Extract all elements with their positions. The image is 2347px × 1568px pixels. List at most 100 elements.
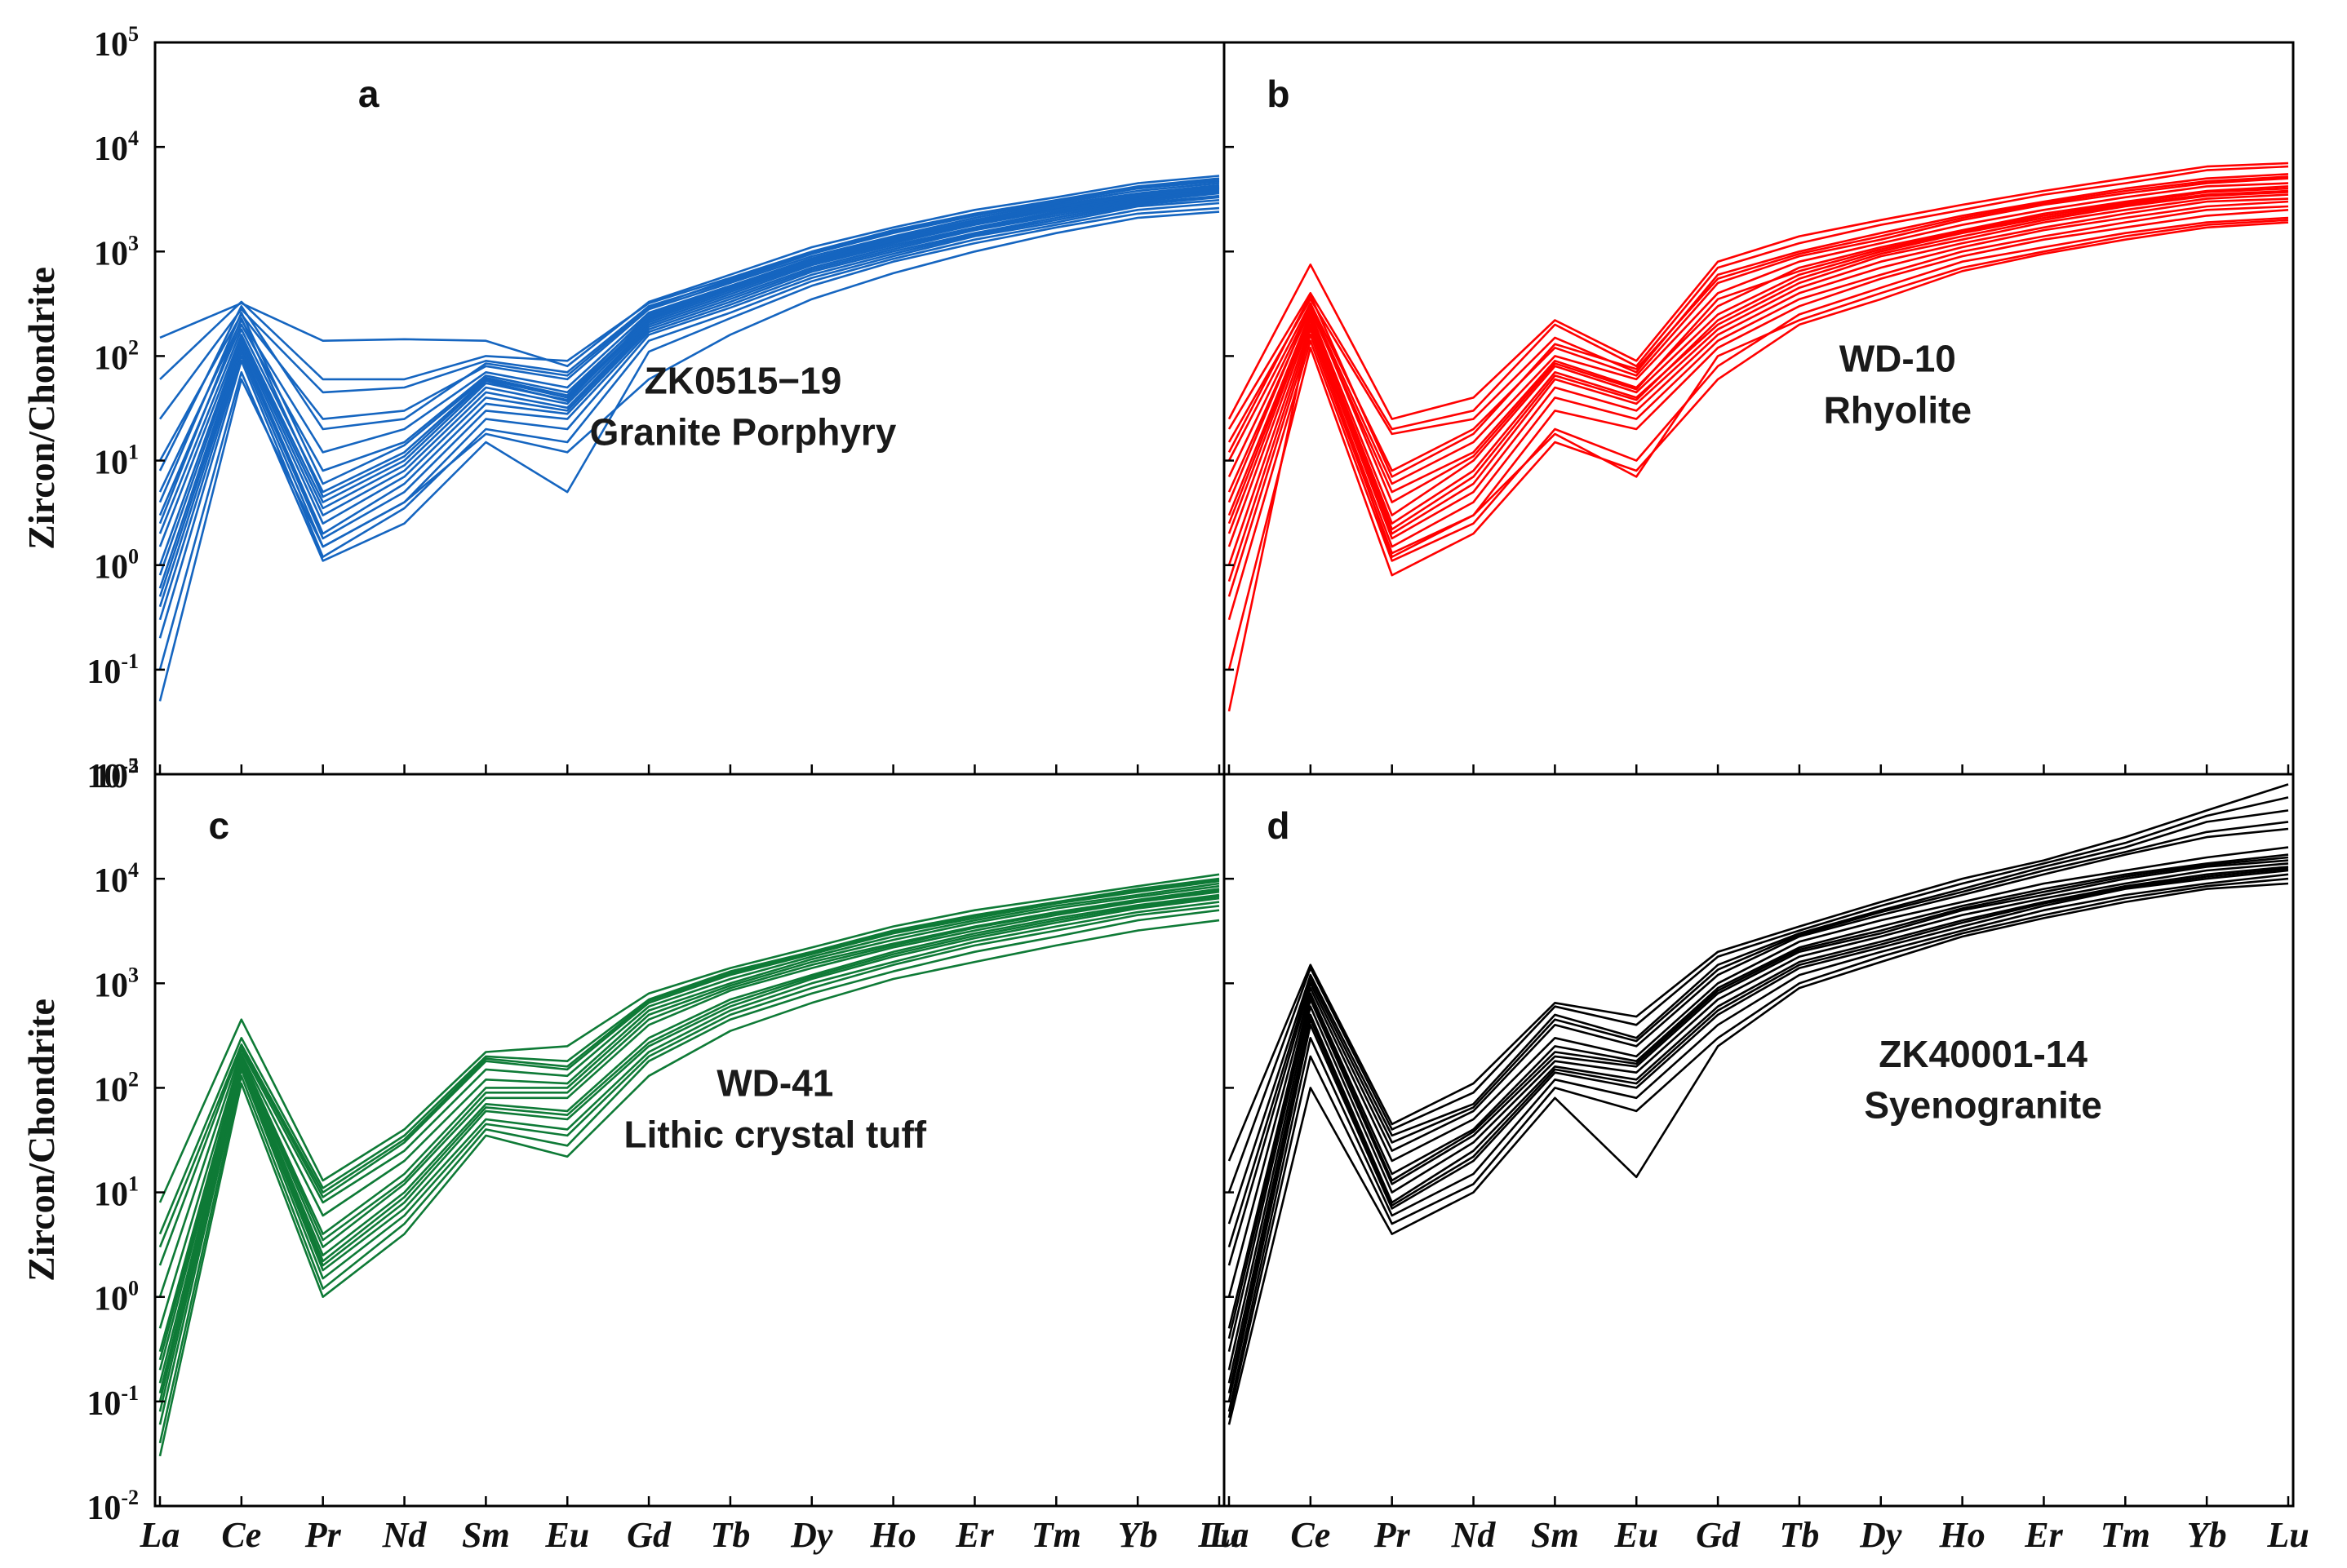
panel-b-series-line-18: [1227, 191, 2289, 531]
panel-b-series-line-16: [1227, 175, 2289, 478]
panel-c-series-line-9: [158, 897, 1220, 1402]
panel-d: d ZK40001-14 Syenogranite: [1222, 773, 2295, 1508]
panel-c-series-line-15: [158, 888, 1220, 1361]
panel-b-series-line-5: [1227, 182, 2289, 485]
panel-d-series-line-11: [1227, 873, 2289, 1412]
y-tick-label: 10-2: [87, 1486, 139, 1527]
panel-b-series: [1227, 162, 2289, 712]
left-x-tick-label-lu: Lu: [1197, 1515, 1240, 1555]
panel-b-series-line-14: [1227, 221, 2289, 671]
panel-d-series-line-3: [1227, 809, 2289, 1225]
panel-b-ticks: [1224, 145, 2290, 774]
panel-c-series-line-8: [158, 893, 1220, 1384]
right-x-tick-label-ce: Ce: [1290, 1515, 1330, 1555]
panel-a-series-line-8: [158, 188, 1220, 547]
y-tick-label: 102: [94, 335, 139, 377]
right-x-tick-label-nd: Nd: [1451, 1515, 1497, 1555]
y-tick-label: 10-2: [87, 754, 139, 795]
panel-d-ticks: [1224, 877, 2290, 1506]
panel-a-series-line-18: [158, 179, 1220, 472]
left-x-tick-label-er: Er: [955, 1515, 994, 1555]
y-tick-label: 104: [94, 858, 139, 900]
right-x-tick-label-tb: Tb: [1779, 1515, 1819, 1555]
panel-b: b WD-10 Rhyolite: [1222, 41, 2295, 776]
panel-b-series-line-11: [1227, 205, 2289, 582]
y-tick-label: 104: [94, 126, 139, 168]
panel-c-series-line-5: [158, 884, 1220, 1329]
panel-a-series-line-16: [158, 206, 1220, 671]
panel-d-series-line-6: [1227, 853, 2289, 1329]
left-x-tick-label-eu: Eu: [544, 1515, 589, 1555]
right-x-tick-label-gd: Gd: [1696, 1515, 1741, 1555]
panel-b-series-line-8: [1227, 193, 2289, 534]
panel-a-label-line1: ZK0515−19: [645, 360, 842, 402]
panel-c-ticks: [155, 877, 1221, 1506]
y-tick-label: 101: [94, 441, 139, 482]
panel-b-series-line-10: [1227, 200, 2289, 566]
y-tick-label: 10-1: [87, 649, 139, 691]
panel-a-series-line-12: [158, 194, 1220, 597]
panel-b-series-line-1: [1227, 162, 2289, 420]
panel-a-series-line-13: [158, 196, 1220, 608]
panel-d-series-line-10: [1227, 869, 2289, 1402]
panel-c-series-line-12: [158, 909, 1220, 1444]
panel-b-label-line2: Rhyolite: [1824, 388, 1972, 431]
panel-a-ticks: [155, 145, 1221, 774]
panel-d-series-line-12: [1227, 877, 2289, 1418]
right-x-tick-label-pr: Pr: [1373, 1515, 1411, 1555]
x-tick-labels-left: La Ce Pr Nd Sm Eu Gd Tb Dy Ho Er Tm Yb Lu: [140, 1515, 1240, 1555]
panel-a-series-line-11: [158, 192, 1220, 589]
panel-c-series-line-10: [158, 901, 1220, 1412]
x-tick-labels-right: La Ce Pr Nd Sm Eu Gd Tb Dy Ho Er Tm Yb Lu: [1209, 1515, 2309, 1555]
right-x-tick-label-yb: Yb: [2187, 1515, 2227, 1555]
panel-b-series-line-4: [1227, 177, 2289, 472]
panel-a-series-line-1: [159, 175, 1220, 368]
panel-c-label-line1: WD-41: [717, 1062, 833, 1105]
panel-d-series-line-16: [1227, 867, 2289, 1393]
panel-b-series-line-2: [1227, 165, 2289, 431]
panel-b-series-line-13: [1227, 216, 2289, 621]
left-x-tick-label-nd: Nd: [382, 1515, 428, 1555]
panel-b-letter: b: [1267, 73, 1289, 115]
right-x-tick-label-tm: Tm: [2101, 1515, 2150, 1555]
right-x-tick-label-dy: Dy: [1859, 1515, 1902, 1555]
panel-d-label-line1: ZK40001-14: [1879, 1033, 2087, 1075]
panel-c-series-line-1: [158, 873, 1220, 1203]
panel-c-series-line-13: [158, 919, 1220, 1457]
panel-d-series: [1227, 783, 2289, 1425]
left-x-tick-label-pr: Pr: [304, 1515, 342, 1555]
panel-d-letter: d: [1267, 804, 1289, 847]
panel-a-series-line-19: [158, 185, 1220, 503]
panel-c-series-line-16: [158, 895, 1220, 1394]
y-tick-label: 100: [94, 1277, 139, 1318]
right-x-tick-label-eu: Eu: [1613, 1515, 1658, 1555]
left-x-tick-label-sm: Sm: [462, 1515, 510, 1555]
panel-c-series-line-11: [158, 905, 1220, 1425]
panel-d-label-line2: Syenogranite: [1864, 1084, 2101, 1127]
panel-a-series-line-20: [158, 187, 1220, 525]
panel-d-series-line-8: [1227, 862, 2289, 1371]
y-axis-label-top: Zircon/Chondrite: [20, 267, 62, 550]
panel-a-series-line-10: [158, 191, 1220, 576]
panel-a-series-line-4: [158, 182, 1220, 462]
left-x-tick-label-tm: Tm: [1032, 1515, 1081, 1555]
panel-a-series-line-15: [158, 202, 1220, 639]
panel-a-series: [158, 175, 1220, 702]
y-tick-label: 100: [94, 545, 139, 587]
panel-d-series-line-15: [1227, 856, 2289, 1340]
panel-a-series-line-17: [158, 210, 1220, 702]
panel-c-letter: c: [209, 804, 230, 847]
panel-b-series-line-9: [1227, 197, 2289, 547]
y-tick-label: 105: [94, 754, 139, 795]
panel-d-series-line-9: [1227, 866, 2289, 1384]
right-x-tick-label-er: Er: [2024, 1515, 2063, 1555]
left-x-tick-label-ce: Ce: [221, 1515, 261, 1555]
y-tick-label: 101: [94, 1172, 139, 1214]
panel-a-series-line-9: [158, 189, 1220, 566]
panel-c-series-line-7: [158, 890, 1220, 1371]
panel-b-series-line-15: [1227, 219, 2289, 712]
y-tick-label: 105: [94, 22, 139, 64]
panel-d-series-line-2: [1227, 796, 2289, 1194]
